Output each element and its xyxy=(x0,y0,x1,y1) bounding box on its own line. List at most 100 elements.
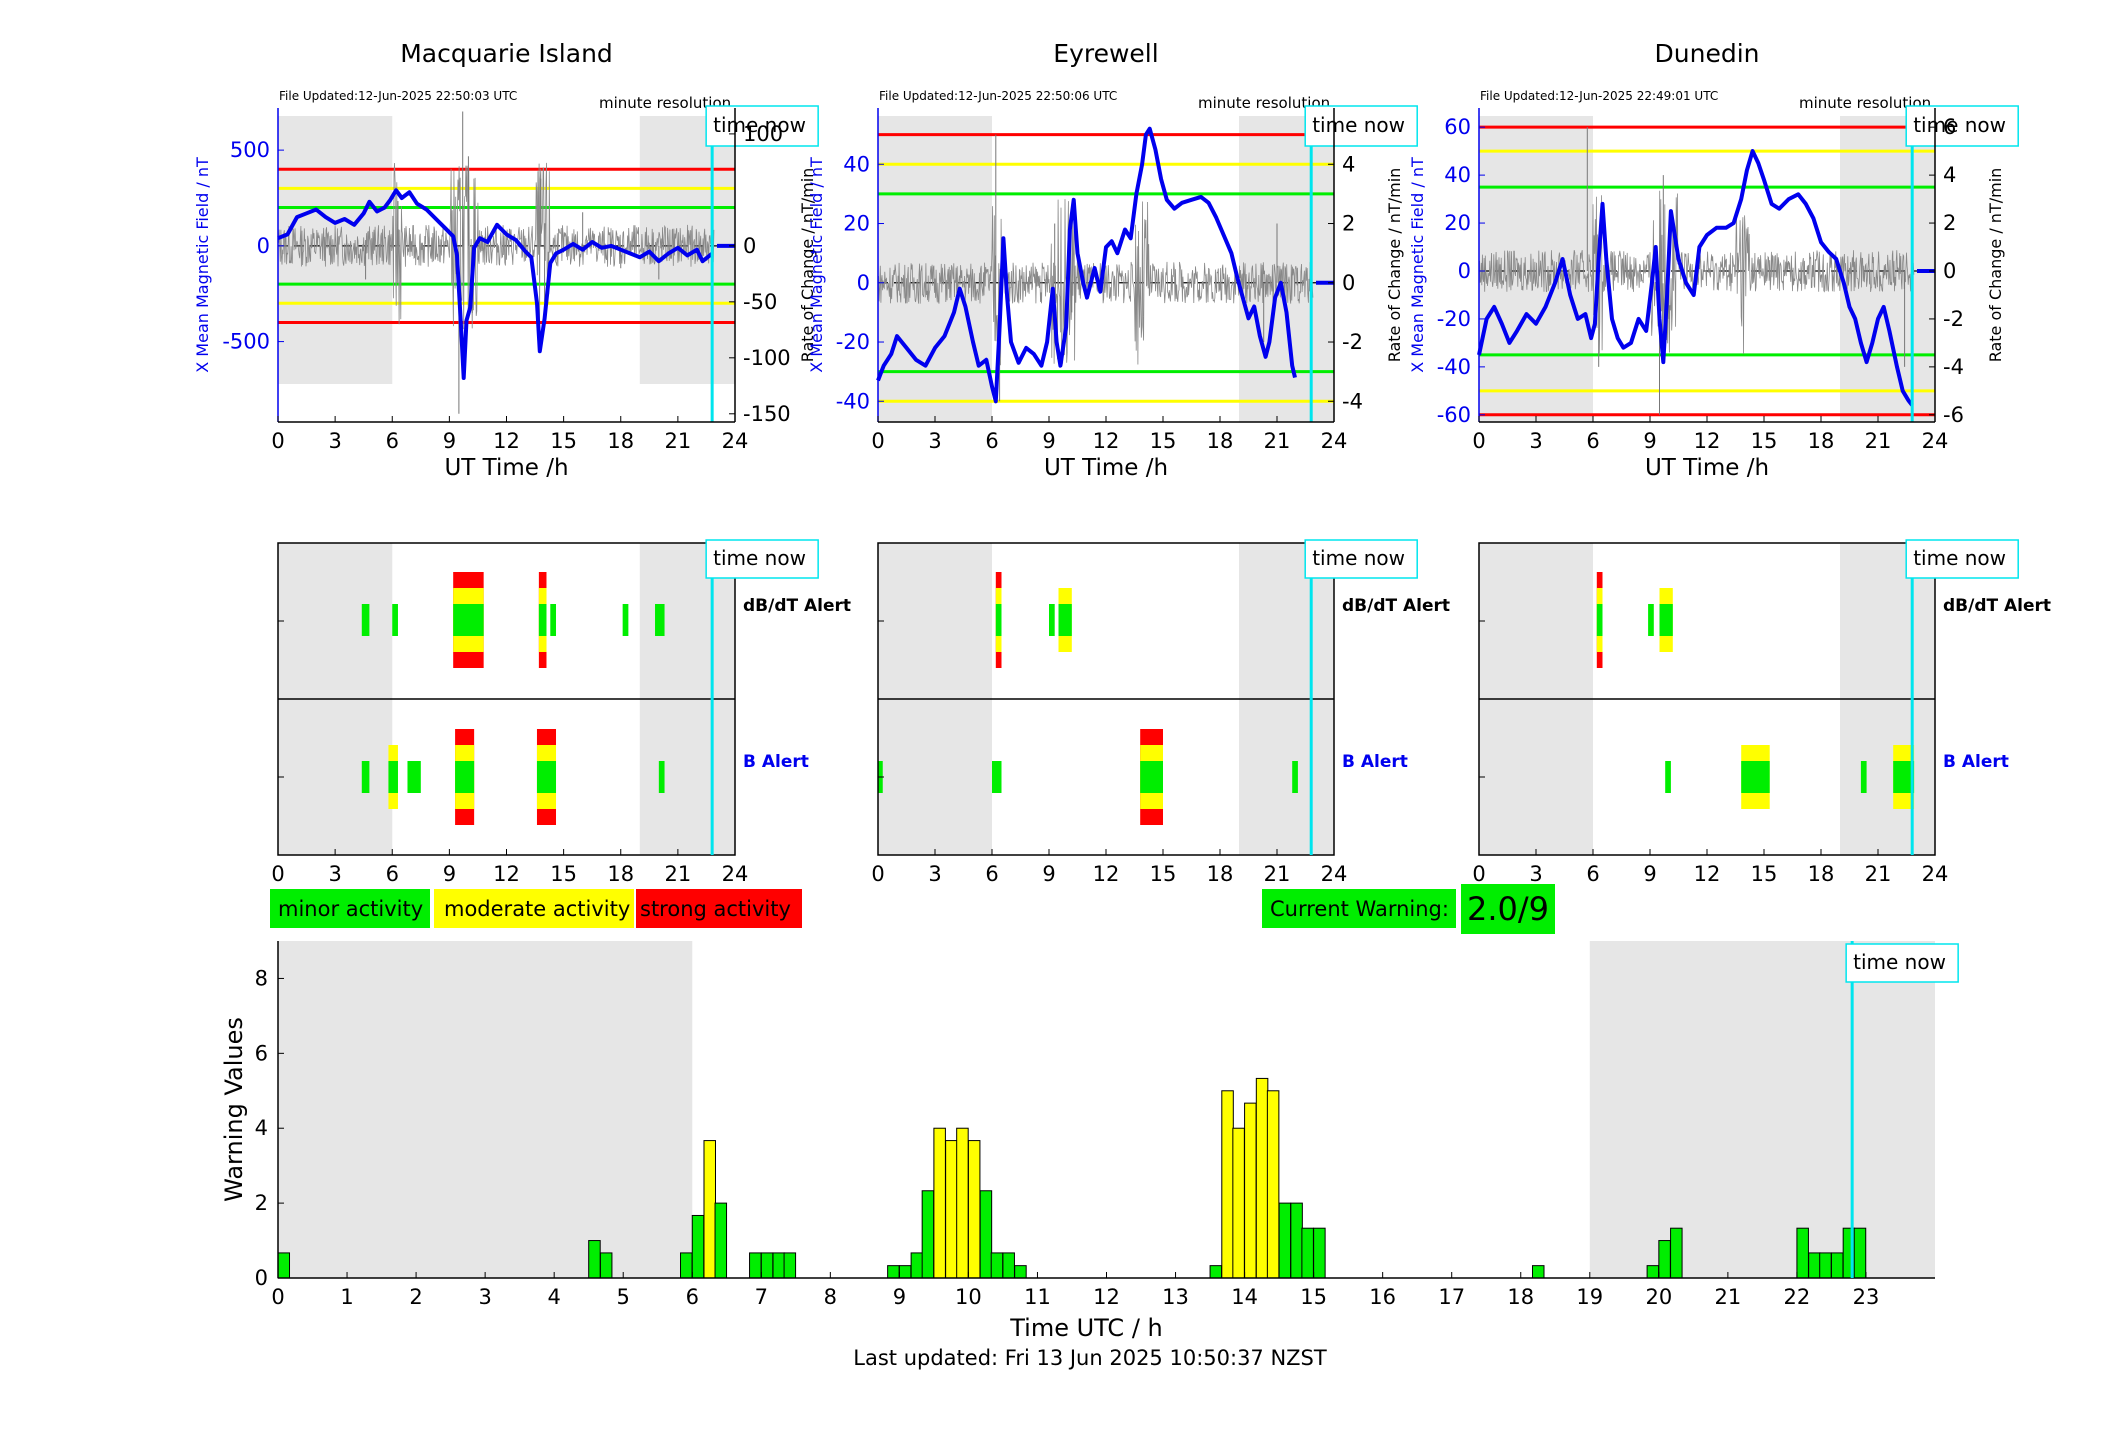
x-tick-label: 0 xyxy=(871,429,884,453)
alert-bar-minor xyxy=(361,604,370,636)
warning-bar xyxy=(1232,1127,1245,1279)
y-right-tick-label: -4 xyxy=(1342,389,1363,413)
y-right-tick-label: -50 xyxy=(743,290,777,314)
y-left-tick-label: 40 xyxy=(1444,163,1471,187)
db-alert-label: dB/dT Alert xyxy=(1342,596,1450,616)
night-shade xyxy=(1589,941,1935,1278)
warning-bar xyxy=(990,1252,1004,1279)
warning-bar xyxy=(1301,1227,1314,1279)
x-tick-label: 3 xyxy=(478,1285,491,1309)
alert-plot-1: dB/dT Alert B Alert time now 0 3 6 9 12 15 18 21 24 xyxy=(871,539,1450,886)
x-tick-label: 15 xyxy=(1751,429,1778,453)
x-tick-label: 3 xyxy=(928,862,941,886)
x-tick-label: 21 xyxy=(665,429,692,453)
x-tick-label: 18 xyxy=(1808,429,1835,453)
x-axis-label: UT Time /h xyxy=(1044,455,1168,481)
alert-bar-minor xyxy=(655,604,665,636)
warning-bar xyxy=(945,1140,958,1279)
y-right-tick-label: -2 xyxy=(1342,330,1363,354)
file-updated: File Updated:12-Jun-2025 22:49:01 UTC xyxy=(1480,89,1718,103)
warning-bar xyxy=(277,1252,291,1279)
y-right-tick-label: 0 xyxy=(1943,259,1956,283)
x-tick-label: 21 xyxy=(1865,862,1892,886)
y-tick-label: 4 xyxy=(255,1116,268,1140)
time-now-label: time now xyxy=(1913,546,2006,570)
y-left-tick-label: 0 xyxy=(257,234,270,258)
x-tick-label: 3 xyxy=(328,862,341,886)
x-tick-label: 12 xyxy=(1694,862,1721,886)
x-tick-label: 9 xyxy=(1042,862,1055,886)
y-right-tick-label: 2 xyxy=(1342,212,1355,236)
station-plot-0: Macquarie Island File Updated:12-Jun-2025… xyxy=(193,39,819,481)
x-tick-label: 18 xyxy=(1207,429,1234,453)
x-tick-label: 6 xyxy=(985,862,998,886)
y-left-tick-label: 20 xyxy=(843,212,870,236)
x-tick-label: 18 xyxy=(607,862,634,886)
warning-bar xyxy=(1853,1227,1867,1279)
warning-bar xyxy=(1209,1265,1223,1279)
current-warning: Current Warning: 2.0/9 xyxy=(1262,882,1557,936)
y-left-tick-label: -20 xyxy=(1437,307,1471,331)
time-now-box xyxy=(1845,943,1959,983)
legend-strong-label: strong activity xyxy=(640,897,791,921)
warning-bar xyxy=(760,1252,774,1279)
y-axis-label: Warning Values xyxy=(220,1017,248,1202)
db-alert-label: dB/dT Alert xyxy=(1943,596,2051,616)
x-tick-label: 19 xyxy=(1576,1285,1603,1309)
warning-bar xyxy=(1808,1252,1821,1279)
x-tick-label: 0 xyxy=(271,429,284,453)
resolution-label: minute resolution xyxy=(599,94,731,112)
x-tick-label: 15 xyxy=(1150,862,1177,886)
alert-bar-minor xyxy=(1659,604,1673,636)
x-tick-label: 13 xyxy=(1162,1285,1189,1309)
x-tick-label: 22 xyxy=(1784,1285,1811,1309)
x-tick-label: 12 xyxy=(1093,429,1120,453)
warning-bar xyxy=(1266,1090,1280,1279)
warning-bar xyxy=(1221,1090,1234,1279)
alert-bar-minor xyxy=(1665,761,1671,793)
legend-moderate-label: moderate activity xyxy=(444,897,630,921)
y-tick-label: 0 xyxy=(255,1266,268,1290)
x-tick-label: 24 xyxy=(722,862,749,886)
y-left-tick-label: 60 xyxy=(1444,115,1471,139)
x-tick-label: 24 xyxy=(1922,862,1949,886)
time-now-label: time now xyxy=(713,546,806,570)
alert-bar-minor xyxy=(1049,604,1055,636)
time-now-label: time now xyxy=(1312,546,1405,570)
legend-minor-swatch xyxy=(270,889,430,928)
x-tick-label: 6 xyxy=(985,429,998,453)
x-tick-label: 9 xyxy=(1643,862,1656,886)
station-plot-2: Dunedin File Updated:12-Jun-2025 22:49:01… xyxy=(1408,39,2019,481)
x-tick-label: 3 xyxy=(928,429,941,453)
x-tick-label: 24 xyxy=(1321,862,1348,886)
y-left-tick-label: -20 xyxy=(836,330,870,354)
y-tick-label: 6 xyxy=(255,1041,268,1065)
time-now-box xyxy=(705,539,819,579)
warning-bar xyxy=(680,1252,693,1279)
warning-bar xyxy=(1646,1265,1660,1279)
activity-legend: minor activity moderate activity strong … xyxy=(270,889,802,928)
y-right-tick-label: 100 xyxy=(743,122,783,146)
y-right-tick-label: 2 xyxy=(1943,211,1956,235)
warning-bar xyxy=(1244,1102,1257,1279)
x-tick-label: 12 xyxy=(493,429,520,453)
x-tick-label: 6 xyxy=(1586,429,1599,453)
x-tick-label: 0 xyxy=(271,1285,284,1309)
x-tick-label: 23 xyxy=(1853,1285,1880,1309)
warning-bar xyxy=(933,1127,946,1279)
x-tick-label: 6 xyxy=(1586,862,1599,886)
warning-bar xyxy=(910,1252,924,1279)
x-tick-label: 6 xyxy=(386,429,399,453)
y-left-tick-label: -40 xyxy=(1437,355,1471,379)
x-tick-label: 7 xyxy=(755,1285,768,1309)
x-tick-label: 15 xyxy=(1300,1285,1327,1309)
time-now-box xyxy=(1304,105,1418,147)
x-tick-label: 9 xyxy=(1643,429,1656,453)
time-now-box xyxy=(1905,539,2019,579)
x-tick-label: 17 xyxy=(1438,1285,1465,1309)
db-alert-label: dB/dT Alert xyxy=(743,596,851,616)
alert-bar-minor xyxy=(392,604,398,636)
alert-bar-minor xyxy=(1058,604,1072,636)
x-tick-label: 15 xyxy=(550,429,577,453)
